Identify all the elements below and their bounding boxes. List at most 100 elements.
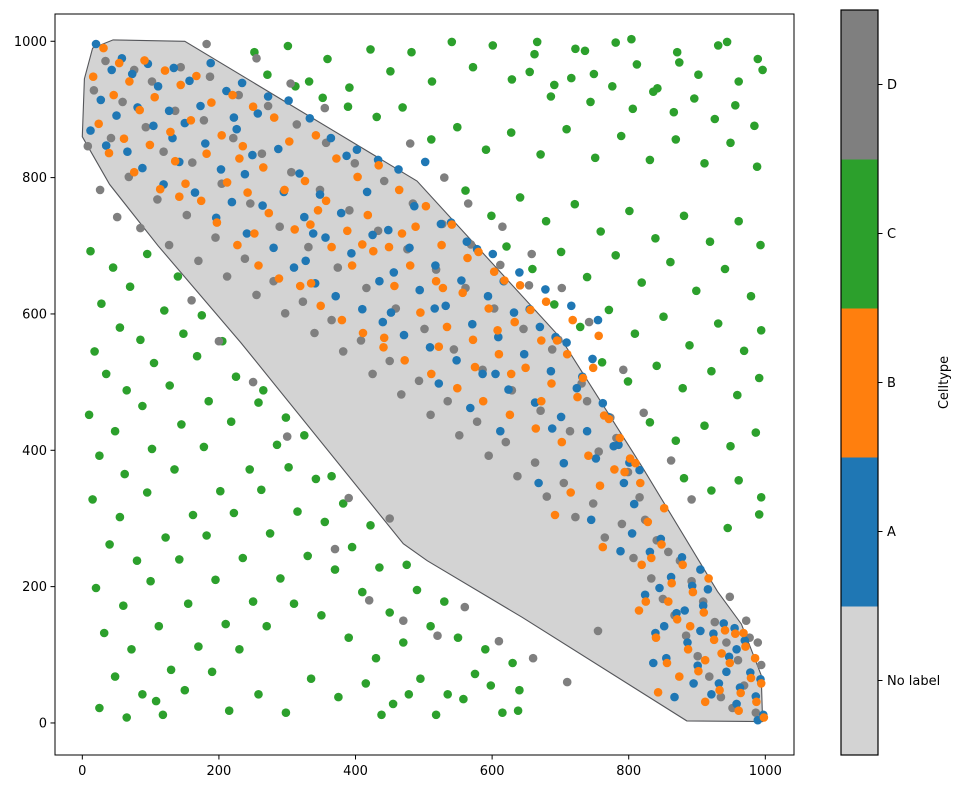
scatter-point-B — [506, 369, 516, 379]
scatter-point-B — [634, 606, 644, 615]
scatter-point-B — [379, 343, 388, 352]
scatter-point-C — [486, 681, 496, 690]
scatter-point-A — [591, 454, 601, 463]
scatter-point-C — [199, 442, 209, 452]
scatter-point-C — [151, 696, 161, 706]
scatter-point-C — [259, 386, 268, 395]
scatter-point-D — [582, 396, 592, 406]
scatter-point-C — [627, 34, 636, 44]
scatter-point-B — [447, 220, 457, 229]
scatter-point-D — [494, 636, 504, 646]
scatter-point-B — [384, 242, 394, 252]
scatter-point-D — [756, 660, 766, 670]
scatter-point-C — [756, 240, 765, 250]
colorbar-outline — [840, 9, 879, 756]
scatter-point-C — [710, 114, 720, 124]
scatter-point-D — [248, 377, 258, 387]
scatter-point-C — [229, 508, 239, 518]
scatter-point-C — [323, 54, 332, 64]
scatter-point-D — [147, 77, 157, 86]
scatter-point-C — [207, 667, 217, 677]
scatter-point-B — [685, 621, 695, 631]
scatter-point-C — [756, 326, 766, 335]
scatter-point-C — [690, 94, 699, 103]
scatter-point-D — [547, 345, 557, 354]
scatter-point-D — [710, 617, 720, 627]
scatter-point-C — [575, 322, 585, 332]
scatter-point-B — [238, 141, 248, 151]
colorbar-tick-label: A — [887, 525, 896, 540]
scatter-point-B — [353, 172, 362, 182]
scatter-point-C — [320, 517, 330, 527]
scatter-point-B — [347, 261, 357, 270]
scatter-point-C — [91, 583, 101, 593]
scatter-point-B — [636, 478, 645, 488]
scatter-point-B — [212, 218, 222, 227]
scatter-point-C — [238, 553, 248, 563]
scatter-point-C — [550, 300, 559, 309]
scatter-point-B — [254, 261, 263, 270]
scatter-point-D — [246, 199, 255, 208]
scatter-point-C — [334, 692, 343, 702]
scatter-point-B — [584, 451, 593, 461]
scatter-point-A — [164, 106, 174, 116]
scatter-point-A — [588, 354, 597, 364]
scatter-point-B — [750, 653, 760, 663]
scatter-point-A — [535, 322, 545, 332]
scatter-point-D — [298, 297, 308, 307]
scatter-point-C — [550, 80, 559, 90]
scatter-point-B — [379, 333, 389, 343]
scatter-point-A — [488, 249, 498, 259]
scatter-point-A — [112, 111, 121, 120]
scatter-point-C — [713, 41, 723, 50]
scatter-point-D — [542, 492, 552, 501]
y-axis-tick-label: 600 — [22, 307, 47, 322]
scatter-point-C — [734, 77, 743, 86]
scatter-point-B — [484, 304, 494, 313]
scatter-point-A — [258, 201, 267, 210]
scatter-point-B — [337, 315, 347, 325]
scatter-point-B — [442, 322, 452, 332]
scatter-point-B — [358, 240, 367, 249]
scatter-point-C — [188, 510, 198, 520]
scatter-point-D — [141, 122, 151, 132]
scatter-point-C — [138, 690, 147, 699]
scatter-point-B — [470, 362, 480, 372]
scatter-point-A — [483, 291, 493, 301]
scatter-point-A — [269, 243, 278, 253]
scatter-point-A — [714, 679, 724, 688]
scatter-point-B — [521, 363, 530, 373]
scatter-point-C — [289, 599, 299, 608]
scatter-point-D — [252, 290, 261, 300]
scatter-point-A — [253, 109, 263, 118]
scatter-point-D — [136, 223, 145, 233]
scatter-point-B — [667, 578, 676, 588]
scatter-point-C — [453, 122, 462, 132]
scatter-point-C — [586, 97, 595, 107]
x-axis-tick-label: 400 — [343, 764, 368, 779]
scatter-point-D — [292, 120, 302, 129]
scatter-point-D — [565, 426, 575, 436]
scatter-point-C — [532, 37, 542, 47]
scatter-point-D — [527, 249, 536, 259]
colorbar-segment-no-label — [841, 606, 878, 756]
scatter-point-A — [457, 276, 466, 285]
scatter-point-B — [99, 43, 108, 53]
scatter-point-C — [254, 398, 263, 407]
scatter-point-D — [405, 139, 415, 148]
scatter-point-C — [224, 706, 234, 715]
scatter-point-C — [750, 121, 759, 131]
scatter-point-C — [327, 471, 336, 481]
scatter-point-D — [593, 626, 603, 636]
scatter-point-C — [88, 495, 97, 504]
scatter-point-C — [338, 499, 348, 508]
scatter-point-C — [385, 608, 395, 617]
scatter-point-D — [170, 106, 180, 116]
scatter-point-D — [741, 616, 751, 625]
scatter-point-C — [734, 476, 743, 485]
scatter-point-C — [669, 107, 679, 117]
scatter-point-C — [536, 150, 545, 159]
scatter-point-A — [248, 150, 257, 160]
scatter-point-A — [635, 465, 644, 475]
scatter-point-C — [211, 575, 220, 585]
